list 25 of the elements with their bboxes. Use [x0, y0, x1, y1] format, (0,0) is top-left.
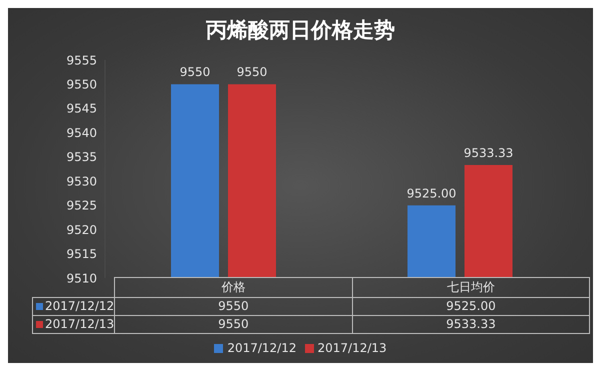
y-tick-label: 9525	[66, 198, 97, 213]
y-tick-label: 9540	[66, 126, 97, 140]
y-tick-label: 9530	[66, 174, 97, 188]
text: 2017/12/12	[227, 341, 296, 355]
y-tick-label: 9520	[66, 222, 97, 237]
legend-label: 2017/12/13	[316, 341, 387, 355]
legend-label: 2017/12/12	[32, 297, 115, 315]
y-tick-label: 9535	[66, 150, 97, 164]
y-tick-label: 9555	[66, 53, 97, 68]
text: 2017/12/13	[45, 317, 114, 331]
text: 9550	[180, 65, 210, 80]
chart-title: 丙烯酸两日价格走势	[205, 17, 396, 44]
y-tick-label: 9515	[66, 247, 97, 262]
data-label: 9525.00	[352, 297, 590, 315]
text: 9533.33	[464, 146, 514, 160]
data-label: 9533.33	[352, 315, 590, 333]
x-tick-label: 七日均价	[352, 278, 590, 297]
text: 9550	[236, 65, 268, 80]
y-tick-label: 9510	[66, 271, 97, 286]
data-label: 9550	[114, 315, 352, 333]
text: 9525.00	[406, 186, 456, 200]
data-label: 9550	[114, 297, 352, 315]
y-tick-label: 9545	[66, 102, 97, 116]
x-tick-label: 价格	[114, 278, 352, 297]
y-tick-label: 9550	[66, 77, 97, 92]
